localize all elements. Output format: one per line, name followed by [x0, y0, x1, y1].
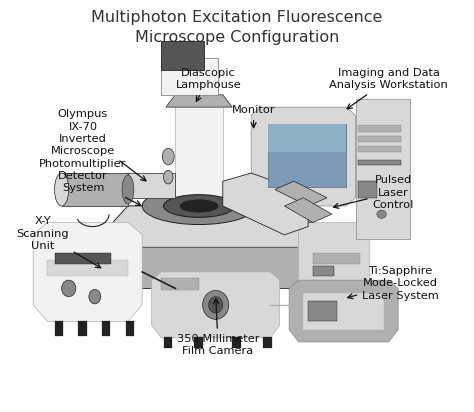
- Bar: [47, 260, 128, 276]
- Ellipse shape: [203, 290, 228, 319]
- Bar: [78, 321, 87, 336]
- Bar: [232, 337, 241, 348]
- Polygon shape: [284, 206, 318, 222]
- Polygon shape: [152, 272, 280, 338]
- Ellipse shape: [122, 175, 134, 204]
- Ellipse shape: [142, 187, 256, 225]
- Polygon shape: [128, 173, 175, 198]
- Bar: [308, 301, 337, 321]
- Bar: [358, 181, 377, 198]
- Bar: [55, 253, 111, 264]
- Bar: [358, 160, 401, 165]
- Polygon shape: [90, 206, 332, 247]
- Bar: [358, 125, 401, 132]
- Ellipse shape: [180, 200, 218, 212]
- Text: Ti:Sapphire
Mode-Locked
Laser System: Ti:Sapphire Mode-Locked Laser System: [347, 266, 439, 300]
- Polygon shape: [275, 181, 327, 206]
- Bar: [313, 266, 334, 276]
- Bar: [358, 136, 401, 142]
- Bar: [102, 321, 110, 336]
- Text: Photomultiplier
Detector
System: Photomultiplier Detector System: [39, 159, 141, 205]
- Polygon shape: [284, 198, 332, 222]
- Ellipse shape: [164, 195, 235, 218]
- Bar: [194, 337, 203, 348]
- Bar: [268, 124, 346, 187]
- Text: Monitor: Monitor: [232, 105, 275, 128]
- Ellipse shape: [89, 289, 101, 304]
- Polygon shape: [90, 206, 332, 288]
- Ellipse shape: [209, 297, 223, 313]
- Polygon shape: [251, 107, 356, 206]
- Text: Pulsed
Laser
Control: Pulsed Laser Control: [334, 175, 414, 210]
- Ellipse shape: [62, 280, 76, 297]
- Polygon shape: [223, 173, 308, 235]
- Bar: [161, 278, 199, 290]
- Polygon shape: [62, 173, 128, 206]
- Bar: [303, 293, 384, 330]
- Polygon shape: [289, 280, 398, 342]
- Text: Multiphoton Excitation Fluorescence
Microscope Configuration: Multiphoton Excitation Fluorescence Micr…: [91, 10, 383, 45]
- Polygon shape: [166, 95, 232, 107]
- Bar: [268, 124, 346, 152]
- Polygon shape: [161, 41, 204, 70]
- Bar: [263, 337, 272, 348]
- Polygon shape: [33, 222, 142, 321]
- Text: 350 Millimeter
Film Camera: 350 Millimeter Film Camera: [177, 299, 259, 356]
- Polygon shape: [161, 58, 218, 95]
- Ellipse shape: [164, 171, 173, 184]
- Polygon shape: [175, 103, 223, 206]
- Bar: [358, 146, 401, 152]
- Ellipse shape: [377, 210, 386, 218]
- Text: Imaging and Data
Analysis Workstation: Imaging and Data Analysis Workstation: [329, 68, 448, 109]
- Ellipse shape: [55, 173, 69, 206]
- Polygon shape: [109, 173, 128, 198]
- Bar: [356, 99, 410, 239]
- Text: X-Y
Scanning
Unit: X-Y Scanning Unit: [16, 216, 100, 268]
- Text: Olympus
IX-70
Inverted
Microscope: Olympus IX-70 Inverted Microscope: [51, 109, 146, 181]
- Bar: [313, 253, 360, 264]
- Polygon shape: [299, 222, 370, 288]
- Text: Diascopic
Lamphouse: Diascopic Lamphouse: [176, 68, 241, 101]
- Bar: [164, 337, 172, 348]
- Ellipse shape: [162, 148, 174, 165]
- Bar: [55, 321, 63, 336]
- Bar: [126, 321, 134, 336]
